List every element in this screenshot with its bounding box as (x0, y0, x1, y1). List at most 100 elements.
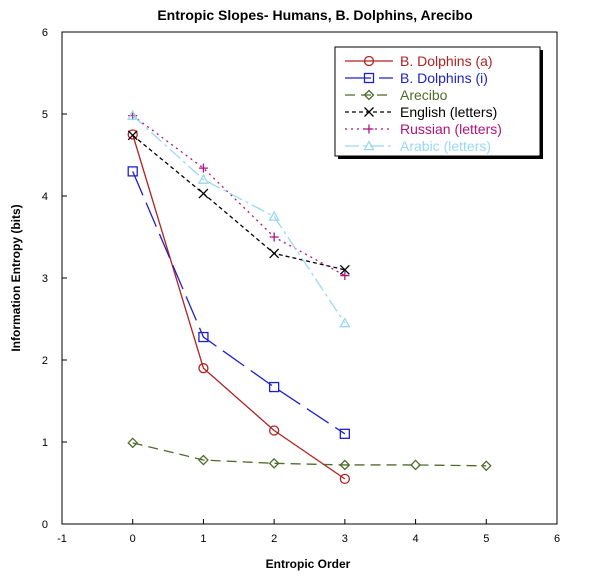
legend-label: B. Dolphins (i) (400, 70, 488, 86)
x-tick-label: 4 (413, 533, 419, 545)
legend-label: Arabic (letters) (400, 138, 491, 154)
marker-circle (339, 473, 351, 485)
data-point (269, 248, 280, 259)
series-0 (127, 129, 351, 485)
data-point (339, 428, 351, 439)
data-point (269, 232, 279, 242)
legend-marker (363, 140, 375, 151)
marker-triangle (197, 173, 210, 184)
x-tick-label: -1 (57, 533, 67, 545)
data-point (127, 130, 138, 141)
x-tick-label: 3 (342, 533, 348, 545)
series-layer (127, 109, 492, 485)
data-point (339, 459, 351, 471)
series-line (132, 134, 346, 271)
marker-circle (198, 363, 209, 374)
data-point (198, 188, 209, 199)
marker-circle (363, 55, 375, 67)
legend-marker (364, 107, 374, 117)
data-point (339, 473, 351, 485)
data-point (198, 454, 209, 466)
marker-diamond (127, 437, 139, 449)
data-point (339, 264, 350, 275)
marker-plus (340, 271, 350, 281)
marker-x (198, 188, 209, 199)
data-point (127, 129, 138, 140)
marker-triangle (127, 109, 139, 120)
data-point (198, 363, 209, 374)
data-point (268, 210, 280, 221)
x-tick-label: 6 (554, 533, 560, 545)
series-5 (127, 109, 351, 328)
y-tick-label: 4 (42, 191, 48, 203)
legend-marker (363, 55, 375, 67)
legend-label: B. Dolphins (a) (400, 53, 493, 69)
marker-diamond (339, 459, 351, 471)
marker-x (339, 264, 350, 275)
data-point (127, 437, 139, 449)
data-point (197, 173, 210, 184)
data-point (198, 163, 208, 173)
marker-triangle (268, 210, 280, 221)
data-point (268, 381, 280, 393)
series-line (132, 134, 346, 480)
data-point (127, 109, 139, 120)
marker-square (127, 166, 138, 177)
chart-title: Entropic Slopes- Humans, B. Dolphins, Ar… (157, 7, 472, 23)
legend-marker (363, 72, 375, 84)
legend-marker (363, 89, 375, 101)
data-point (198, 331, 209, 343)
y-tick-label: 6 (42, 27, 48, 39)
x-tick-label: 1 (200, 533, 206, 545)
data-point (410, 459, 421, 471)
marker-x (127, 130, 138, 141)
marker-diamond (363, 89, 375, 101)
series-line (132, 115, 346, 324)
marker-diamond (410, 459, 421, 471)
marker-triangle (363, 140, 375, 151)
y-axis-label: Information Entropy (bits) (9, 204, 23, 351)
marker-x (364, 107, 374, 117)
x-axis-label: Entropic Order (266, 557, 351, 571)
legend-label: Russian (letters) (400, 121, 502, 137)
marker-square (268, 381, 280, 393)
y-tick-label: 2 (42, 355, 48, 367)
ticks-layer: -1 0 1 2 3 4 5 6 0 1 2 3 4 5 6 (42, 27, 560, 545)
series-2 (127, 437, 492, 472)
legend-marker (364, 124, 374, 134)
series-line (132, 442, 487, 467)
legend-label: English (letters) (400, 104, 497, 120)
marker-square (363, 72, 375, 84)
data-point (480, 460, 492, 472)
marker-diamond (268, 457, 280, 469)
y-tick-label: 0 (42, 519, 48, 531)
x-tick-label: 0 (130, 533, 136, 545)
marker-triangle (339, 317, 351, 328)
series-line (132, 115, 346, 277)
legend-label: Arecibo (400, 87, 448, 103)
data-point (127, 166, 138, 177)
marker-square (339, 428, 351, 439)
marker-plus (364, 124, 374, 134)
x-tick-label: 5 (483, 533, 489, 545)
y-tick-label: 5 (42, 109, 48, 121)
marker-diamond (198, 454, 209, 466)
marker-x (269, 248, 280, 259)
series-line (132, 171, 346, 435)
y-tick-label: 1 (42, 437, 48, 449)
legend: B. Dolphins (a)B. Dolphins (i)AreciboEng… (334, 46, 543, 159)
marker-diamond (480, 460, 492, 472)
data-point (340, 271, 350, 281)
data-point (268, 457, 280, 469)
series-4 (128, 111, 350, 281)
marker-plus (269, 232, 279, 242)
x-tick-label: 2 (271, 533, 277, 545)
data-point (268, 425, 280, 436)
marker-square (198, 331, 209, 343)
data-point (339, 317, 351, 328)
marker-plus (198, 163, 208, 173)
series-1 (127, 166, 351, 439)
marker-circle (268, 425, 280, 436)
